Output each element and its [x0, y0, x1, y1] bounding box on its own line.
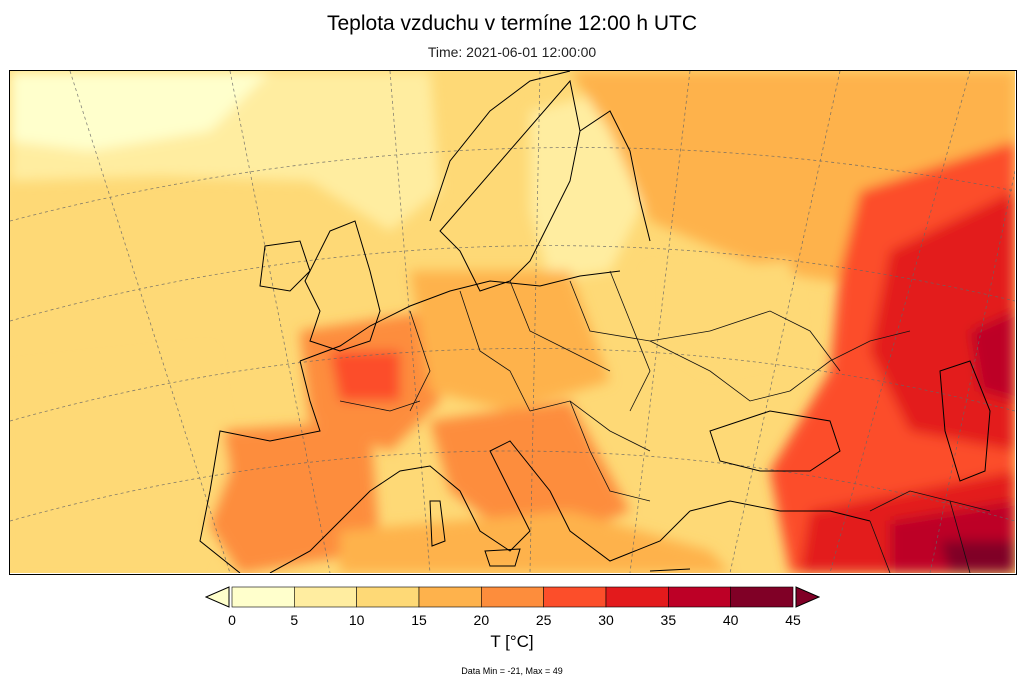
map-time: Time: 2021-06-01 12:00:00: [427, 44, 597, 60]
colorbar-tick-label: 30: [598, 612, 614, 628]
colorbar-tick-label: 10: [348, 612, 365, 628]
colorbar-tick-label: 35: [660, 612, 677, 628]
colorbar-segment: [668, 586, 731, 608]
colorbar-label: T [°C]: [490, 632, 534, 651]
colorbar-tick-label: 0: [228, 612, 236, 628]
colorbar-segment: [730, 586, 794, 608]
colorbar-tick-label: 5: [290, 612, 299, 628]
colorbar-tick-label: 25: [535, 612, 552, 628]
colorbar-segments: [231, 586, 794, 608]
colorbar-tick-label: 15: [411, 612, 427, 628]
coastlines: [199, 71, 991, 573]
colorbar-segment: [294, 586, 357, 608]
colorbar-segment: [543, 586, 607, 608]
colorbar-tick-label: 45: [785, 612, 801, 628]
map-canvas: [10, 71, 1015, 573]
colorbar-segment: [605, 586, 669, 608]
data-min-max: Data Min = -21, Max = 49: [461, 666, 563, 676]
colorbar-over-arrow: [795, 586, 820, 608]
colorbar-segment: [231, 586, 295, 608]
colorbar-segment: [356, 586, 420, 608]
graticule: [10, 71, 1015, 573]
colorbar-under-arrow: [205, 586, 230, 608]
colorbar-tick-label: 20: [473, 612, 490, 628]
colorbar: [205, 586, 820, 608]
colorbar-segment: [481, 586, 544, 608]
colorbar-tick-label: 40: [722, 612, 739, 628]
temperature-map: [9, 70, 1017, 575]
colorbar-segment: [418, 586, 482, 608]
country-borders: [339, 270, 991, 573]
map-title: Teplota vzduchu v termíne 12:00 h UTC: [326, 12, 698, 35]
